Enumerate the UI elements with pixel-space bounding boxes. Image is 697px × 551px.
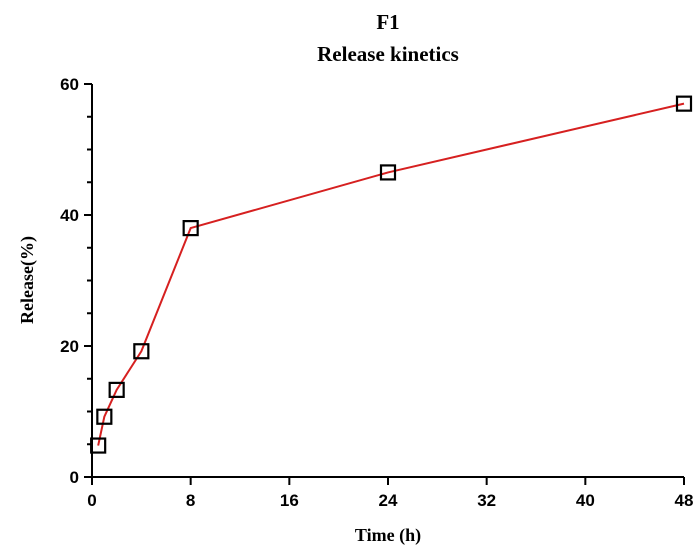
data-point-marker (133, 343, 150, 360)
chart-title: F1 (376, 10, 399, 34)
chart-subtitle: Release kinetics (317, 42, 459, 66)
data-point-marker (182, 220, 199, 237)
x-axis-label: Time (h) (355, 525, 421, 546)
x-ticks: 0 8 16 24 32 40 48 (87, 477, 693, 510)
x-tick-label: 16 (280, 491, 299, 510)
data-point-marker (379, 164, 397, 181)
axes (91, 84, 684, 478)
x-tick-label: 0 (87, 491, 96, 510)
x-tick-label: 32 (477, 491, 496, 510)
series-line (97, 102, 685, 446)
data-point-marker (96, 408, 113, 425)
x-tick-label: 8 (186, 491, 195, 510)
y-tick-label: 60 (60, 75, 79, 94)
y-ticks: 0 20 40 60 (60, 75, 92, 487)
y-tick-label: 20 (60, 337, 79, 356)
y-axis-label: Release(%) (17, 236, 38, 324)
x-tick-label: 40 (576, 491, 595, 510)
data-point-marker (90, 437, 107, 454)
data-point-marker (675, 95, 693, 112)
x-tick-label: 48 (675, 491, 694, 510)
y-tick-label: 40 (60, 206, 79, 225)
data-point-marker (108, 381, 125, 398)
x-tick-label: 24 (379, 491, 398, 510)
y-tick-label: 0 (70, 468, 79, 487)
series-markers (90, 95, 693, 454)
